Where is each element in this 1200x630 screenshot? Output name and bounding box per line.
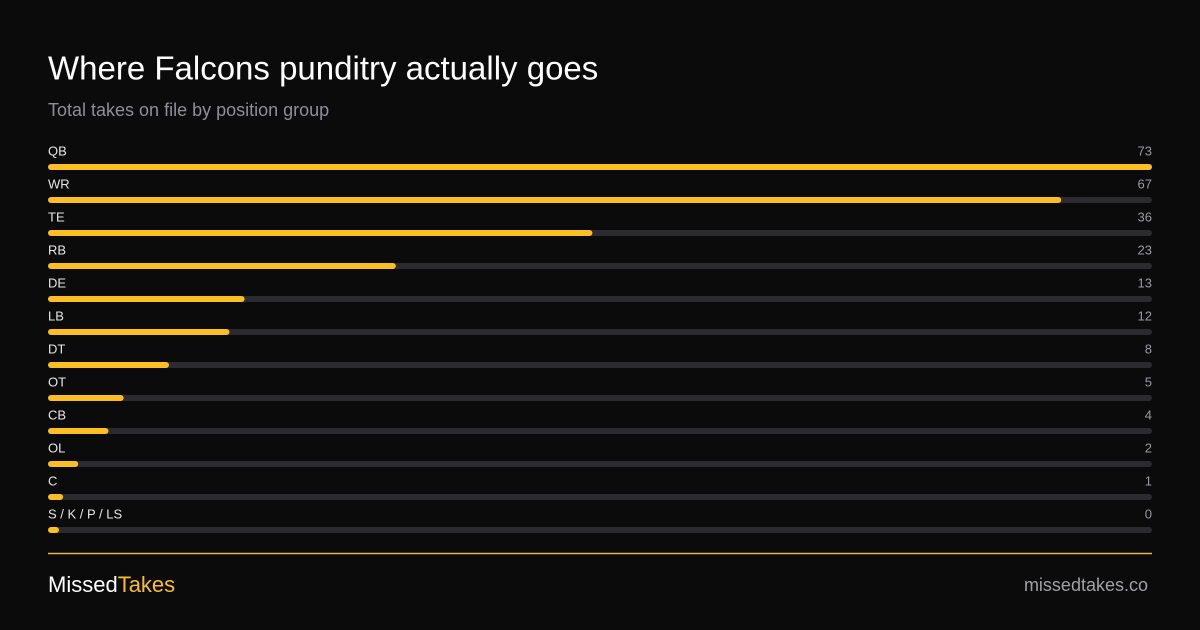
bar [48,263,396,269]
value-label: 5 [1145,374,1152,389]
bar-track [48,362,1152,368]
category-label: OT [48,374,66,389]
value-label: 1 [1145,473,1152,488]
category-label: OL [48,440,65,455]
category-label: DE [48,275,66,290]
bar [48,197,1062,203]
bar-track [48,428,1152,434]
brand: MissedTakes [48,572,175,597]
category-label: TE [48,209,65,224]
value-label: 73 [1138,143,1152,158]
category-label: WR [48,176,70,191]
value-label: 4 [1145,407,1152,422]
bar [48,164,1152,170]
bar [48,494,64,500]
brand-part: Missed [48,572,118,597]
bar [48,395,124,401]
bar-track [48,494,1152,500]
category-label: S / K / P / LS [48,506,123,521]
chart-title: Where Falcons punditry actually goes [48,50,598,87]
category-label: DT [48,341,65,356]
category-label: C [48,473,57,488]
category-label: RB [48,242,66,257]
category-label: CB [48,407,66,422]
bar [48,527,59,533]
chart-subtitle: Total takes on file by position group [48,100,329,120]
bar [48,329,230,335]
category-label: LB [48,308,64,323]
bar [48,230,593,236]
bar [48,461,79,467]
value-label: 67 [1138,176,1152,191]
bar [48,296,245,302]
bar-track [48,329,1152,335]
category-label: QB [48,143,67,158]
value-label: 13 [1138,275,1152,290]
url: missedtakes.co [1024,575,1148,595]
value-label: 0 [1145,506,1152,521]
value-label: 12 [1138,308,1152,323]
bar [48,428,109,434]
value-label: 8 [1145,341,1152,356]
brand-part: Takes [118,572,175,597]
bar-track [48,527,1152,533]
bar-track [48,461,1152,467]
bar-track [48,296,1152,302]
value-label: 2 [1145,440,1152,455]
bar [48,362,169,368]
value-label: 36 [1138,209,1152,224]
value-label: 23 [1138,242,1152,257]
bar-track [48,395,1152,401]
